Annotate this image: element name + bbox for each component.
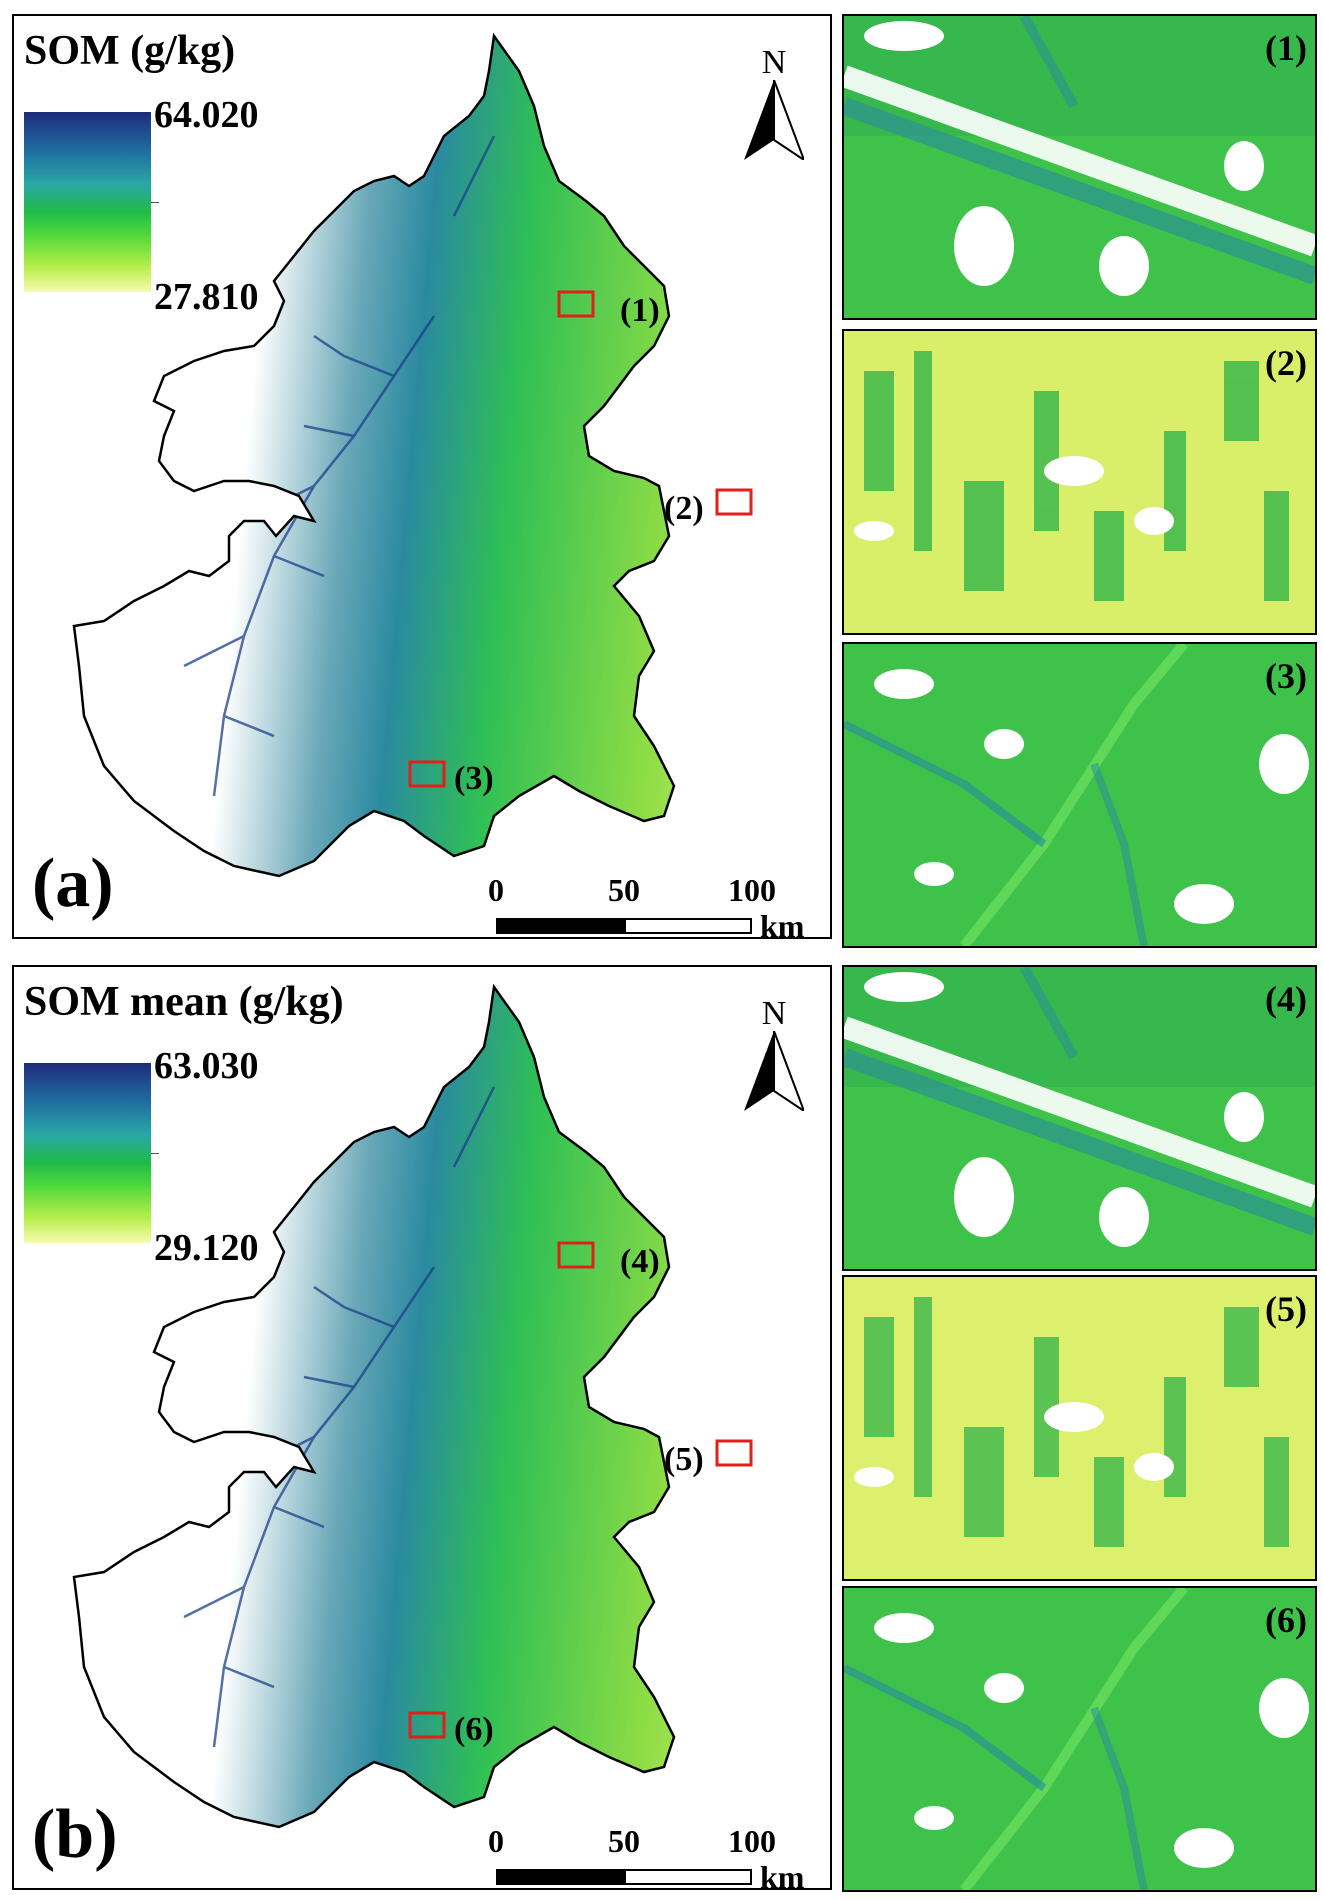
- inset-raster: [844, 967, 1315, 1269]
- legend-tick: [151, 1153, 159, 1154]
- scale-unit: km: [760, 1859, 805, 1895]
- legend-max-value: 64.020: [154, 94, 259, 136]
- marker-box-3: [408, 760, 446, 788]
- marker-label-3: (3): [454, 760, 494, 797]
- map-panel-a: SOM (g/kg) 64.020 27.810 N (1) (2) (3) 0…: [12, 14, 832, 942]
- inset-raster: [844, 1588, 1315, 1890]
- scale-bar: 0 50 100 km: [484, 872, 824, 942]
- legend-title: SOM mean (g/kg): [24, 979, 344, 1025]
- scale-label-50: 50: [608, 1823, 640, 1859]
- north-label: N: [761, 44, 787, 81]
- north-arrow-icon: [744, 1030, 807, 1114]
- scale-unit: km: [760, 908, 805, 944]
- scale-label-0: 0: [488, 872, 504, 908]
- legend-title: SOM (g/kg): [24, 28, 236, 74]
- legend-max-value: 63.030: [154, 1045, 259, 1087]
- marker-box-2: [715, 488, 753, 516]
- panel-label: (a): [32, 845, 114, 922]
- marker-box-5: [715, 1439, 753, 1467]
- scale-segment-black: [496, 918, 624, 934]
- inset-label: (6): [1265, 1600, 1307, 1640]
- north-arrow: N: [734, 997, 814, 1116]
- marker-box-1: [557, 290, 595, 318]
- inset-label: (1): [1265, 28, 1307, 68]
- marker-label-1: (1): [620, 292, 660, 329]
- legend-min-value: 29.120: [154, 1227, 259, 1269]
- scale-segment-white: [624, 1869, 752, 1885]
- north-arrow-icon: [744, 79, 807, 163]
- legend-color-ramp: [24, 1063, 151, 1243]
- map-region-a: [72, 32, 753, 878]
- marker-label-6: (6): [454, 1711, 494, 1748]
- marker-label-4: (4): [620, 1243, 660, 1280]
- marker-box-4: [557, 1241, 595, 1269]
- inset-6: (6): [842, 1586, 1317, 1892]
- scale-segment-black: [496, 1869, 624, 1885]
- legend-color-ramp: [24, 112, 151, 292]
- inset-raster: [844, 16, 1315, 318]
- inset-raster: [844, 1277, 1315, 1579]
- map-panel-b: SOM mean (g/kg) 63.030 29.120 N (4) (5) …: [12, 965, 832, 1893]
- inset-5: (5): [842, 1275, 1317, 1581]
- inset-raster: [844, 644, 1315, 946]
- map-region-b: [72, 983, 753, 1829]
- inset-4: (4): [842, 965, 1317, 1271]
- scale-segment-white: [624, 918, 752, 934]
- scale-label-50: 50: [608, 872, 640, 908]
- marker-box-6: [408, 1711, 446, 1739]
- inset-label: (3): [1265, 656, 1307, 696]
- inset-label: (5): [1265, 1289, 1307, 1329]
- legend-min-value: 27.810: [154, 276, 259, 318]
- region-boundary-b: [72, 983, 676, 1829]
- inset-2: (2): [842, 329, 1317, 635]
- inset-label: (4): [1265, 979, 1307, 1019]
- marker-label-5: (5): [664, 1441, 704, 1478]
- panel-label: (b): [32, 1796, 118, 1873]
- scale-label-0: 0: [488, 1823, 504, 1859]
- legend-tick: [151, 202, 159, 203]
- scale-label-100: 100: [728, 1823, 776, 1859]
- scale-label-100: 100: [728, 872, 776, 908]
- region-boundary-a: [72, 32, 676, 878]
- north-label: N: [761, 995, 787, 1032]
- scale-bar: 0 50 100 km: [484, 1823, 824, 1893]
- valley-network-a: [183, 135, 496, 797]
- inset-3: (3): [842, 642, 1317, 948]
- marker-label-2: (2): [664, 490, 704, 527]
- inset-label: (2): [1265, 343, 1307, 383]
- north-arrow: N: [734, 46, 814, 165]
- inset-raster: [844, 331, 1315, 633]
- inset-1: (1): [842, 14, 1317, 320]
